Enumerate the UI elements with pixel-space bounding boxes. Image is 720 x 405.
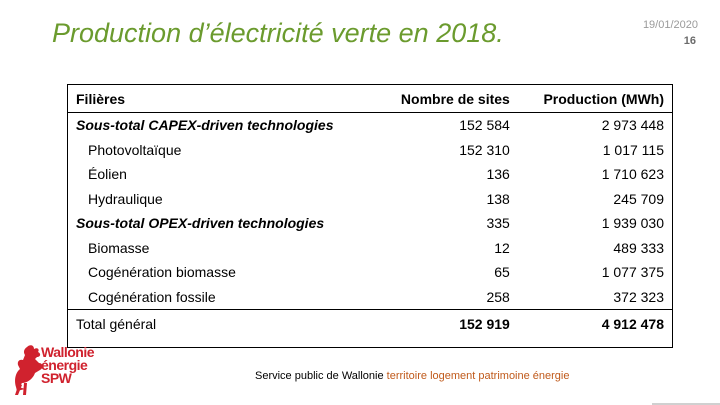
table-row: Hydraulique 138 245 709 (68, 187, 672, 212)
logo-line-spw: SPW (41, 370, 72, 386)
slide-title: Production d’électricité verte en 2018. (52, 18, 504, 48)
corner-divider (652, 403, 720, 405)
row-sites: 152 584 (459, 117, 510, 134)
table-row-subtotal-capex: Sous-total CAPEX-driven technologies 152… (68, 113, 672, 138)
header-production: Production (MWh) (543, 90, 664, 107)
table-row-subtotal-opex: Sous-total OPEX-driven technologies 335 … (68, 211, 672, 236)
row-production: 1 710 623 (601, 166, 664, 183)
header-nombre-sites: Nombre de sites (400, 90, 510, 107)
total-production: 4 912 478 (601, 315, 664, 332)
row-label: Hydraulique (88, 190, 163, 207)
row-production: 2 973 448 (601, 117, 664, 134)
footer-tagline: territoire logement patrimoine énergie (386, 370, 570, 382)
table-row: Cogénération fossile 258 372 323 (68, 285, 672, 310)
row-sites: 136 (486, 166, 510, 183)
logo-line-energie: énergie (41, 357, 88, 373)
slide-date: 19/01/2020 (642, 19, 698, 31)
row-production: 1 939 030 (601, 215, 664, 232)
data-table: Filières Nombre de sites Production (MWh… (68, 85, 672, 337)
logo-line-wallonie: Wallonie (41, 344, 95, 360)
row-production: 245 709 (613, 190, 664, 207)
table-row: Biomasse 12 489 333 (68, 236, 672, 261)
table-row: Cogénération biomasse 65 1 077 375 (68, 260, 672, 285)
production-table: Filières Nombre de sites Production (MWh… (67, 84, 673, 348)
row-production: 1 077 375 (601, 264, 664, 281)
row-sites: 152 310 (459, 141, 510, 158)
table-row: Photovoltaïque 152 310 1 017 115 (68, 138, 672, 163)
table-header-row: Filières Nombre de sites Production (MWh… (68, 85, 672, 113)
row-label: Sous-total OPEX-driven technologies (76, 215, 325, 232)
header-filieres: Filières (76, 90, 126, 107)
row-production: 1 017 115 (602, 141, 664, 158)
total-sites: 152 919 (459, 315, 510, 332)
row-sites: 335 (486, 215, 510, 232)
row-sites: 65 (494, 264, 510, 281)
row-production: 489 333 (613, 239, 664, 256)
wallonie-rooster-logo-icon (15, 345, 43, 395)
table-row: Éolien 136 1 710 623 (68, 162, 672, 187)
table-row-total: Total général 152 919 4 912 478 (68, 309, 672, 338)
row-production: 372 323 (613, 288, 664, 305)
row-sites: 258 (486, 288, 510, 305)
row-label: Photovoltaïque (88, 141, 182, 158)
footer-organization: Service public de Wallonie (255, 370, 384, 382)
row-label: Cogénération biomasse (88, 264, 236, 281)
row-sites: 12 (494, 239, 510, 256)
row-label: Sous-total CAPEX-driven technologies (76, 117, 334, 134)
total-label: Total général (76, 315, 157, 332)
row-label: Éolien (88, 166, 127, 183)
logo-wordmark: Wallonie énergie SPW (41, 344, 95, 386)
row-label: Biomasse (88, 239, 150, 256)
footer: Service public de Wallonie territoire lo… (255, 370, 570, 382)
row-sites: 138 (486, 190, 510, 207)
row-label: Cogénération fossile (88, 288, 216, 305)
page-number: 16 (683, 35, 696, 47)
